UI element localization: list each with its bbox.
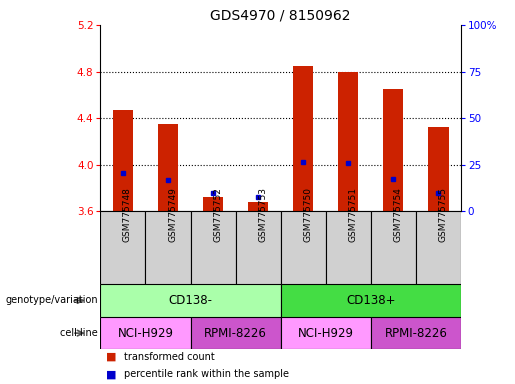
Bar [248,202,268,211]
Bar [293,66,313,211]
Text: GSM775755: GSM775755 [438,187,448,242]
Bar [281,284,461,317]
Bar [191,211,236,284]
Text: RPMI-8226: RPMI-8226 [204,327,267,339]
Text: NCI-H929: NCI-H929 [298,327,354,339]
Bar [383,89,403,211]
Text: genotype/variation: genotype/variation [5,295,98,306]
Text: ■: ■ [106,352,116,362]
Text: cell line: cell line [60,328,98,338]
Bar [146,211,191,284]
Text: ■: ■ [106,369,116,379]
Bar [100,284,281,317]
Text: NCI-H929: NCI-H929 [117,327,174,339]
Text: GSM775751: GSM775751 [348,187,357,242]
Bar [203,197,223,211]
Text: percentile rank within the sample: percentile rank within the sample [124,369,288,379]
Bar [371,317,461,349]
Bar [281,211,325,284]
Bar [100,211,146,284]
Title: GDS4970 / 8150962: GDS4970 / 8150962 [211,8,351,22]
Bar [428,127,449,211]
Text: RPMI-8226: RPMI-8226 [384,327,448,339]
Text: GSM775754: GSM775754 [393,187,402,242]
Text: transformed count: transformed count [124,352,214,362]
Bar [281,317,371,349]
Text: GSM775750: GSM775750 [303,187,312,242]
Text: CD138+: CD138+ [346,294,396,307]
Text: GSM775749: GSM775749 [168,187,177,242]
Bar [191,317,281,349]
Bar [113,110,133,211]
Bar [338,71,358,211]
Bar [100,317,191,349]
Text: CD138-: CD138- [168,294,213,307]
Text: GSM775753: GSM775753 [258,187,267,242]
Text: GSM775748: GSM775748 [123,187,132,242]
Bar [325,211,371,284]
Bar [236,211,281,284]
Bar [416,211,461,284]
Text: GSM775752: GSM775752 [213,187,222,242]
Bar [158,124,178,211]
Bar [371,211,416,284]
